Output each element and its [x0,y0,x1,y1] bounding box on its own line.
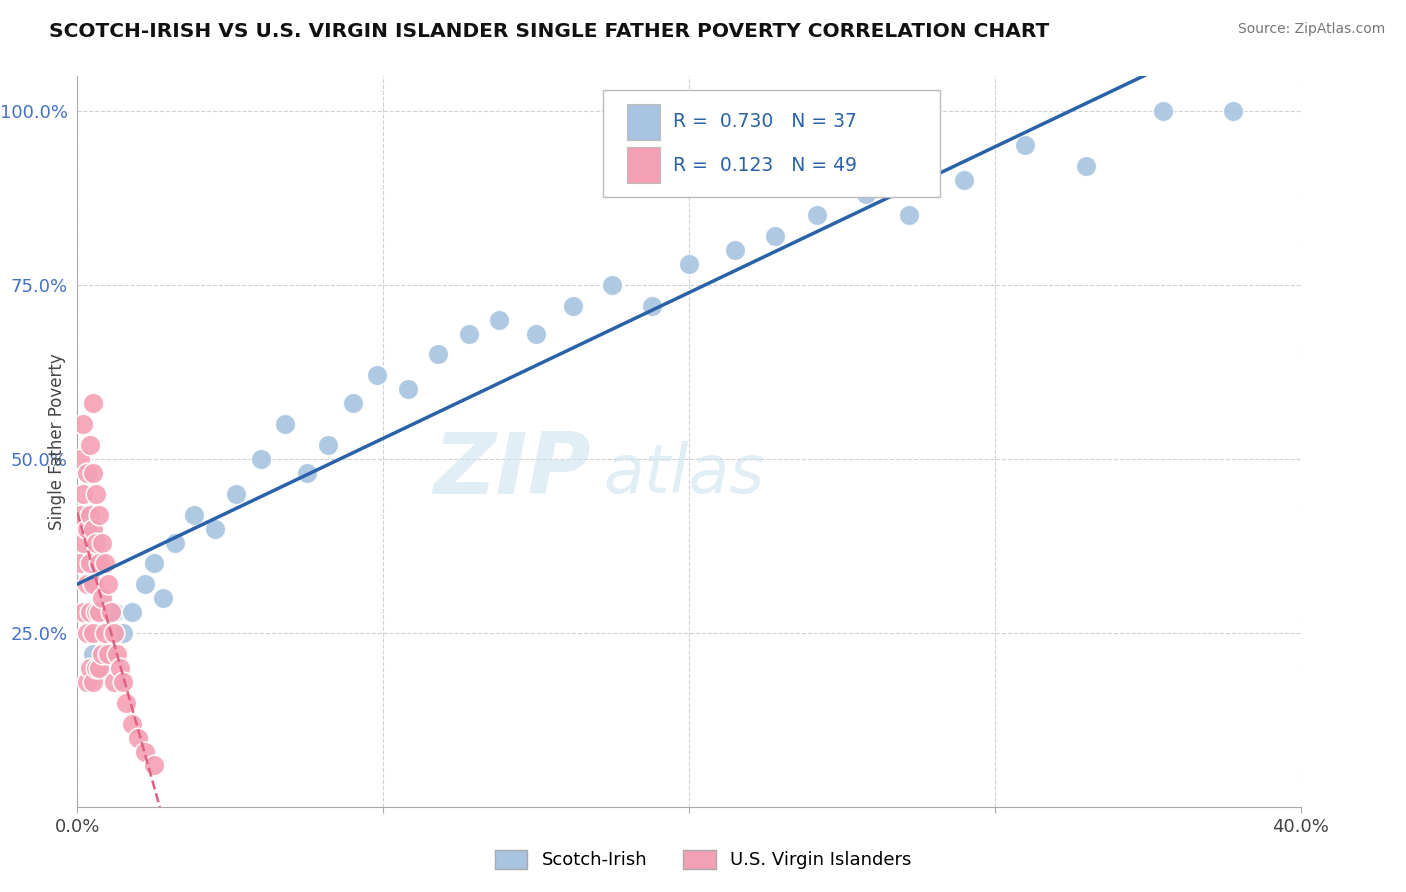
Point [82,396,104,410]
Point [724,243,747,257]
Point [457,326,479,341]
Point [855,187,877,202]
Point [105,647,128,661]
Point [94,557,117,571]
Point [72,487,94,501]
Point [100,605,122,619]
Point [134,745,156,759]
FancyBboxPatch shape [627,103,659,140]
Point [90,535,112,549]
Point [82,466,104,480]
Point [69,557,91,571]
Point [103,626,125,640]
Point [72,417,94,431]
Point [561,299,583,313]
Point [69,508,91,522]
Point [82,647,104,661]
Point [763,229,786,244]
Point [84,487,107,501]
Point [97,647,120,661]
Point [76,626,98,640]
Point [295,466,318,480]
Point [79,661,101,675]
FancyBboxPatch shape [603,90,939,196]
Point [165,535,187,549]
Point [142,557,165,571]
Point [87,661,110,675]
Point [524,326,547,341]
Point [127,731,149,745]
Point [76,577,98,591]
Point [366,368,388,383]
Point [121,716,143,731]
Point [84,661,107,675]
Point [142,758,165,772]
Point [79,557,101,571]
Point [97,577,120,591]
Text: R =  0.730   N = 37: R = 0.730 N = 37 [673,112,856,131]
Point [396,382,419,396]
Point [152,591,174,606]
Point [103,674,125,689]
Point [678,257,700,271]
Text: Source: ZipAtlas.com: Source: ZipAtlas.com [1237,22,1385,37]
Legend: Scotch-Irish, U.S. Virgin Islanders: Scotch-Irish, U.S. Virgin Islanders [485,841,921,879]
Point [250,452,273,467]
Point [79,438,101,452]
Point [76,522,98,536]
Point [806,208,828,222]
Point [274,417,297,431]
Point [115,696,138,710]
Point [82,674,104,689]
Point [225,487,247,501]
Point [82,522,104,536]
Point [316,438,339,452]
Point [76,466,98,480]
Point [112,674,135,689]
Y-axis label: Single Father Poverty: Single Father Poverty [48,353,66,530]
Point [488,312,510,326]
Point [1152,103,1174,118]
Point [121,605,143,619]
Point [72,535,94,549]
Point [84,535,107,549]
Point [79,508,101,522]
Point [103,605,125,619]
Point [82,626,104,640]
Point [87,557,110,571]
Text: ZIP: ZIP [433,429,591,512]
Point [953,173,976,187]
Point [82,577,104,591]
Point [641,299,664,313]
Point [134,577,156,591]
Point [90,591,112,606]
Point [204,522,226,536]
Point [90,661,112,675]
Point [84,605,107,619]
Point [87,605,110,619]
Point [112,626,135,640]
Text: SCOTCH-IRISH VS U.S. VIRGIN ISLANDER SINGLE FATHER POVERTY CORRELATION CHART: SCOTCH-IRISH VS U.S. VIRGIN ISLANDER SIN… [49,22,1049,41]
Point [76,674,98,689]
Point [1014,138,1036,153]
Point [1076,160,1098,174]
Point [79,605,101,619]
Point [427,347,450,361]
Point [898,208,921,222]
Text: atlas: atlas [603,442,765,508]
Point [94,626,117,640]
Point [1222,103,1244,118]
Point [72,605,94,619]
FancyBboxPatch shape [627,147,659,184]
Point [87,508,110,522]
Point [69,452,91,467]
Point [602,277,624,292]
Point [108,661,131,675]
Point [342,396,364,410]
Point [183,508,205,522]
Point [90,647,112,661]
Text: R =  0.123   N = 49: R = 0.123 N = 49 [673,155,858,175]
